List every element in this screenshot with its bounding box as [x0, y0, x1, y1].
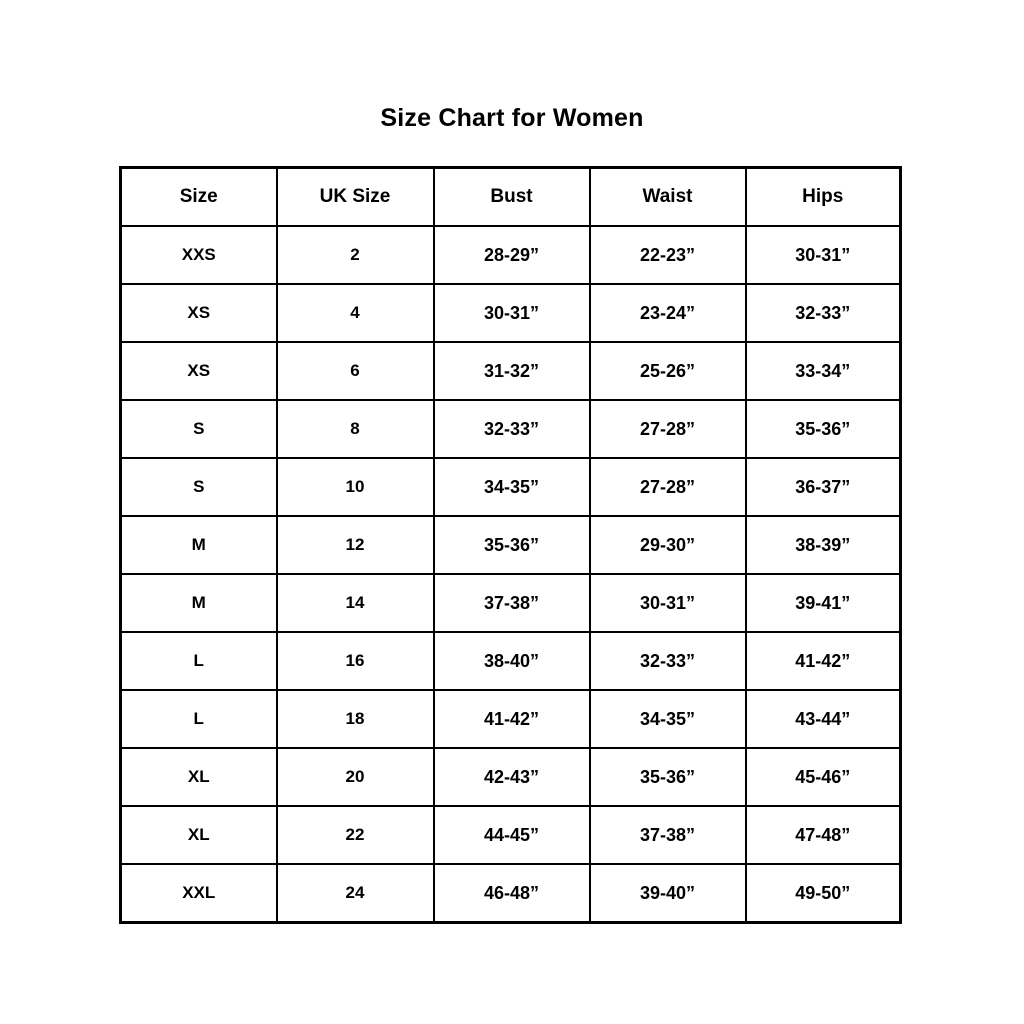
size-table-container: Size UK Size Bust Waist Hips XXS 2 28-29…	[119, 166, 902, 924]
cell-bust: 42-43”	[432, 747, 591, 807]
cell-waist: 34-35”	[588, 689, 747, 749]
cell-bust: 46-48”	[432, 863, 591, 924]
cell-uk: 2	[275, 225, 435, 285]
cell-size: M	[119, 573, 278, 633]
cell-waist: 35-36”	[588, 747, 747, 807]
column-header-waist: Waist	[588, 166, 747, 227]
cell-waist: 37-38”	[588, 805, 747, 865]
cell-bust: 34-35”	[432, 457, 591, 517]
cell-uk: 12	[275, 515, 435, 575]
table-row: XS 4 30-31” 23-24” 32-33”	[119, 283, 902, 343]
cell-uk: 8	[275, 399, 435, 459]
cell-size: L	[119, 689, 278, 749]
cell-hips: 36-37”	[744, 457, 902, 517]
cell-hips: 35-36”	[744, 399, 902, 459]
column-header-size: Size	[119, 166, 278, 227]
cell-uk: 22	[275, 805, 435, 865]
cell-bust: 30-31”	[432, 283, 591, 343]
table-row: XL 22 44-45” 37-38” 47-48”	[119, 805, 902, 865]
cell-uk: 6	[275, 341, 435, 401]
cell-hips: 32-33”	[744, 283, 902, 343]
table-row: XS 6 31-32” 25-26” 33-34”	[119, 341, 902, 401]
cell-size: XS	[119, 341, 278, 401]
cell-uk: 4	[275, 283, 435, 343]
cell-hips: 39-41”	[744, 573, 902, 633]
cell-bust: 44-45”	[432, 805, 591, 865]
table-row: M 14 37-38” 30-31” 39-41”	[119, 573, 902, 633]
cell-uk: 14	[275, 573, 435, 633]
cell-hips: 45-46”	[744, 747, 902, 807]
cell-hips: 49-50”	[744, 863, 902, 924]
table-row: XXS 2 28-29” 22-23” 30-31”	[119, 225, 902, 285]
cell-uk: 16	[275, 631, 435, 691]
cell-bust: 35-36”	[432, 515, 591, 575]
cell-waist: 39-40”	[588, 863, 747, 924]
cell-hips: 43-44”	[744, 689, 902, 749]
cell-size: XL	[119, 805, 278, 865]
column-header-uk-size: UK Size	[275, 166, 435, 227]
cell-bust: 31-32”	[432, 341, 591, 401]
cell-bust: 32-33”	[432, 399, 591, 459]
table-row: XXL 24 46-48” 39-40” 49-50”	[119, 863, 902, 924]
cell-bust: 37-38”	[432, 573, 591, 633]
cell-uk: 24	[275, 863, 435, 924]
cell-waist: 30-31”	[588, 573, 747, 633]
size-chart-table: Size UK Size Bust Waist Hips XXS 2 28-29…	[119, 166, 902, 924]
cell-size: XXS	[119, 225, 278, 285]
table-row: M 12 35-36” 29-30” 38-39”	[119, 515, 902, 575]
cell-waist: 25-26”	[588, 341, 747, 401]
cell-hips: 30-31”	[744, 225, 902, 285]
table-row: L 16 38-40” 32-33” 41-42”	[119, 631, 902, 691]
column-header-hips: Hips	[744, 166, 902, 227]
table-row: S 8 32-33” 27-28” 35-36”	[119, 399, 902, 459]
table-header: Size UK Size Bust Waist Hips	[119, 166, 902, 227]
table-row: S 10 34-35” 27-28” 36-37”	[119, 457, 902, 517]
cell-size: S	[119, 457, 278, 517]
cell-size: S	[119, 399, 278, 459]
cell-hips: 33-34”	[744, 341, 902, 401]
cell-hips: 41-42”	[744, 631, 902, 691]
page-title: Size Chart for Women	[380, 104, 644, 132]
cell-waist: 22-23”	[588, 225, 747, 285]
cell-size: XL	[119, 747, 278, 807]
cell-size: XS	[119, 283, 278, 343]
cell-hips: 38-39”	[744, 515, 902, 575]
cell-size: L	[119, 631, 278, 691]
cell-bust: 38-40”	[432, 631, 591, 691]
cell-uk: 20	[275, 747, 435, 807]
cell-waist: 29-30”	[588, 515, 747, 575]
table-row: XL 20 42-43” 35-36” 45-46”	[119, 747, 902, 807]
table-body: XXS 2 28-29” 22-23” 30-31” XS 4 30-31” 2…	[119, 225, 902, 924]
cell-waist: 27-28”	[588, 457, 747, 517]
cell-bust: 28-29”	[432, 225, 591, 285]
cell-waist: 23-24”	[588, 283, 747, 343]
cell-uk: 10	[275, 457, 435, 517]
column-header-bust: Bust	[432, 166, 591, 227]
table-header-row: Size UK Size Bust Waist Hips	[119, 166, 902, 227]
cell-bust: 41-42”	[432, 689, 591, 749]
cell-waist: 27-28”	[588, 399, 747, 459]
cell-size: XXL	[119, 863, 278, 924]
cell-size: M	[119, 515, 278, 575]
table-row: L 18 41-42” 34-35” 43-44”	[119, 689, 902, 749]
cell-uk: 18	[275, 689, 435, 749]
cell-hips: 47-48”	[744, 805, 902, 865]
cell-waist: 32-33”	[588, 631, 747, 691]
